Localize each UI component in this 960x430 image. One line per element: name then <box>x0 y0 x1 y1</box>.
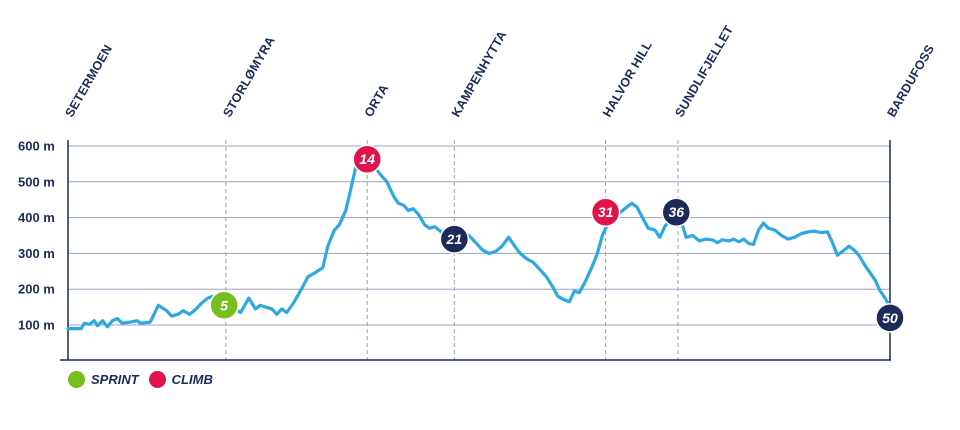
km-marker-label: 50 <box>882 310 898 326</box>
y-tick-label: 300 m <box>18 246 55 261</box>
climb-marker-label: 14 <box>359 151 375 167</box>
sprint-dot-icon <box>68 371 85 388</box>
elevation-line <box>66 158 892 331</box>
climb-marker-label: 31 <box>598 204 614 220</box>
sprint-marker: 5 <box>209 290 239 321</box>
location-label: SETERMOEN <box>62 42 115 119</box>
km-marker-circle <box>661 197 692 227</box>
legend: SPRINT CLIMB <box>68 371 213 388</box>
km-marker: 36 <box>661 197 692 227</box>
markers: 5 14 21 31 36 50 <box>209 144 905 333</box>
location-labels: SETERMOEN STORLØMYRA ORTA KAMPENHYTTA HALVOR… <box>62 23 937 120</box>
location-guides <box>225 140 679 360</box>
legend-label-sprint: SPRINT <box>91 372 139 387</box>
location-label: KAMPENHYTTA <box>449 28 510 119</box>
km-marker-circle <box>875 303 905 333</box>
legend-label-climb: CLIMB <box>171 372 213 387</box>
legend-item-sprint: SPRINT <box>68 371 139 388</box>
km-marker: 21 <box>439 224 470 254</box>
y-tick-label: 100 m <box>18 318 55 333</box>
y-tick-label: 400 m <box>18 210 55 225</box>
climb-marker-circle <box>352 144 382 174</box>
km-marker-label: 21 <box>446 231 463 247</box>
location-label: BARDUFOSS <box>884 42 937 119</box>
y-tick-label: 200 m <box>18 282 55 297</box>
km-marker-label: 36 <box>668 204 684 220</box>
y-tick-label: 600 m <box>18 139 55 154</box>
location-label: SUNDLIFJELLET <box>672 23 736 120</box>
location-label: HALVOR HILL <box>600 38 655 119</box>
y-axis: 100 m 200 m 300 m 400 m 500 m 600 m <box>18 139 891 361</box>
grid-lines <box>68 145 890 326</box>
sprint-marker-circle <box>209 290 239 321</box>
legend-item-climb: CLIMB <box>148 371 213 388</box>
climb-dot-icon <box>148 371 166 388</box>
location-label: ORTA <box>362 82 392 120</box>
climb-marker: 31 <box>590 197 621 227</box>
climb-marker-circle <box>590 197 621 227</box>
km-marker-circle <box>439 224 470 254</box>
elevation-series <box>66 158 892 331</box>
y-tick-label: 500 m <box>18 174 55 189</box>
sprint-marker-label: 5 <box>220 297 228 313</box>
climb-marker: 14 <box>352 144 382 174</box>
km-marker: 50 <box>875 303 905 333</box>
location-label: STORLØMYRA <box>220 34 277 120</box>
